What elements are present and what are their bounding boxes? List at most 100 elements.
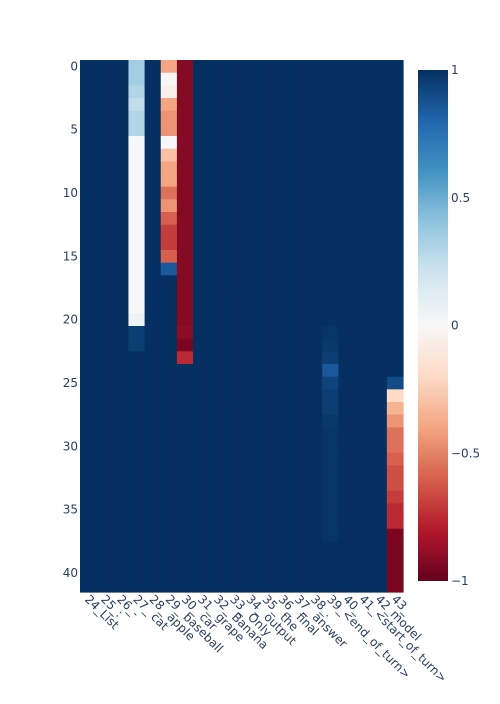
heatmap-cell xyxy=(338,414,356,428)
heatmap-cell xyxy=(96,60,113,74)
heatmap-cell xyxy=(386,364,404,378)
heatmap-cell xyxy=(386,288,404,302)
heatmap-cell xyxy=(80,402,97,416)
heatmap-cell xyxy=(338,452,356,466)
heatmap-cell xyxy=(257,72,275,86)
heatmap-cell xyxy=(193,414,210,428)
heatmap-cell xyxy=(354,98,372,112)
heatmap-cell xyxy=(241,85,259,99)
heatmap-cell xyxy=(209,579,226,593)
heatmap-cell xyxy=(144,402,162,416)
heatmap-cell xyxy=(80,427,97,441)
heatmap-cell xyxy=(322,389,339,403)
heatmap-cell xyxy=(370,528,388,542)
heatmap-cell xyxy=(80,161,97,175)
heatmap-cell xyxy=(193,288,210,302)
heatmap-cell xyxy=(160,275,178,289)
heatmap-cell xyxy=(225,72,243,86)
heatmap-cell xyxy=(289,541,307,555)
heatmap-cell xyxy=(386,478,404,492)
heatmap-cell xyxy=(338,275,356,289)
heatmap-cell xyxy=(160,72,178,86)
heatmap-cell xyxy=(257,414,275,428)
heatmap-cell xyxy=(241,224,259,238)
heatmap-cell xyxy=(257,427,275,441)
heatmap-cell xyxy=(354,414,372,428)
heatmap-cell xyxy=(193,262,210,276)
heatmap-cell xyxy=(209,72,226,86)
heatmap-cell xyxy=(241,528,259,542)
heatmap-cell xyxy=(289,478,307,492)
heatmap-cell xyxy=(225,579,243,593)
heatmap-cell xyxy=(241,414,259,428)
heatmap-cell xyxy=(96,136,113,150)
heatmap-cell xyxy=(338,326,356,340)
heatmap-cell xyxy=(176,60,194,74)
heatmap-cell xyxy=(80,313,97,327)
heatmap-cell xyxy=(112,72,130,86)
heatmap-cell xyxy=(80,212,97,226)
y-tick-label: 0 xyxy=(70,59,78,73)
heatmap-cell xyxy=(128,148,146,162)
heatmap-cell xyxy=(112,579,130,593)
heatmap-cell xyxy=(354,72,372,86)
heatmap-cell xyxy=(306,72,323,86)
heatmap-cell xyxy=(273,186,291,200)
heatmap-cell xyxy=(306,490,323,504)
heatmap-cell xyxy=(289,503,307,517)
heatmap-cell xyxy=(80,326,97,340)
heatmap-cell xyxy=(289,199,307,213)
heatmap-cell xyxy=(80,528,97,542)
heatmap-cell xyxy=(370,123,388,137)
heatmap-cell xyxy=(160,250,178,264)
heatmap-cell xyxy=(209,186,226,200)
heatmap-cell xyxy=(112,186,130,200)
y-tick-label: 30 xyxy=(63,439,78,453)
heatmap-cell xyxy=(289,85,307,99)
heatmap-cell xyxy=(160,503,178,517)
heatmap-cell xyxy=(96,224,113,238)
heatmap-cell xyxy=(322,414,339,428)
heatmap-cell xyxy=(176,376,194,390)
heatmap-cell xyxy=(338,465,356,479)
heatmap-cell xyxy=(306,224,323,238)
heatmap-cell xyxy=(338,541,356,555)
heatmap-cell xyxy=(112,237,130,251)
heatmap-cell xyxy=(289,402,307,416)
heatmap-cell xyxy=(209,212,226,226)
heatmap-cell xyxy=(128,288,146,302)
heatmap-cell xyxy=(176,541,194,555)
heatmap-cell xyxy=(370,414,388,428)
heatmap-cell xyxy=(370,136,388,150)
heatmap-cell xyxy=(354,275,372,289)
heatmap-cell xyxy=(144,338,162,352)
heatmap-cell xyxy=(144,224,162,238)
heatmap-cell xyxy=(128,300,146,314)
heatmap-cell xyxy=(386,554,404,568)
heatmap-cell xyxy=(257,516,275,530)
heatmap-cell xyxy=(96,478,113,492)
heatmap-cell xyxy=(354,528,372,542)
heatmap-cell xyxy=(322,60,339,74)
heatmap-cell xyxy=(257,541,275,555)
heatmap-cell xyxy=(241,123,259,137)
heatmap-cell xyxy=(144,351,162,365)
heatmap-cell xyxy=(96,351,113,365)
heatmap-cell xyxy=(80,414,97,428)
heatmap-cell xyxy=(128,516,146,530)
heatmap-cell xyxy=(144,262,162,276)
heatmap-cell xyxy=(273,376,291,390)
heatmap-cell xyxy=(289,528,307,542)
heatmap-cell xyxy=(193,174,210,188)
heatmap-cell xyxy=(338,300,356,314)
heatmap-cell xyxy=(225,364,243,378)
heatmap-cell xyxy=(176,516,194,530)
heatmap-cell xyxy=(96,174,113,188)
heatmap-cell xyxy=(257,300,275,314)
colorbar-tick-label: 1 xyxy=(451,63,459,77)
heatmap-cell xyxy=(209,250,226,264)
heatmap-cell xyxy=(257,452,275,466)
heatmap-cell xyxy=(241,275,259,289)
heatmap-cell xyxy=(96,516,113,530)
heatmap-cell xyxy=(322,313,339,327)
